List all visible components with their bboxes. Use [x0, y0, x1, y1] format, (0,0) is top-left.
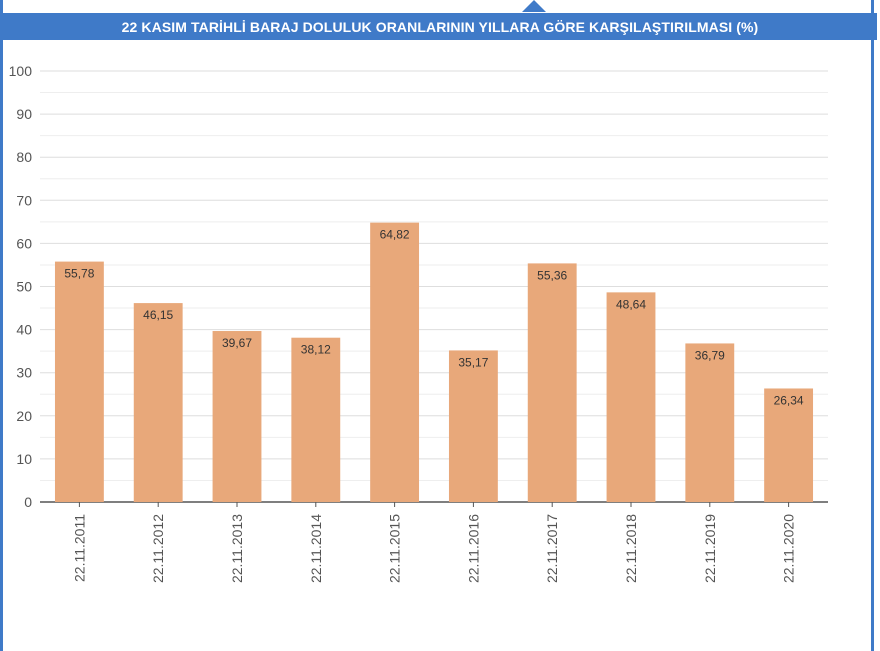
bar-value-label: 36,79	[695, 348, 725, 362]
bar[interactable]	[54, 261, 104, 502]
y-tick-label: 90	[16, 106, 32, 122]
y-axis-ticks: 0 10 20 30 40 50 60 70 80 90 100	[9, 63, 33, 510]
bar-value-label: 55,78	[64, 267, 94, 281]
bar[interactable]	[606, 292, 656, 502]
y-tick-label: 10	[16, 451, 32, 467]
panel-notch	[522, 0, 546, 12]
bar-value-label: 48,64	[616, 297, 646, 311]
bar-value-label: 35,17	[458, 355, 488, 369]
y-tick-label: 100	[9, 63, 33, 79]
bar[interactable]	[527, 263, 577, 502]
bar[interactable]	[685, 343, 735, 502]
bar[interactable]	[448, 350, 498, 502]
bars: 55,78 46,15 39,67 38,12 64,82 35,17 55,36 48,64…	[54, 222, 814, 502]
bar-value-label: 55,36	[537, 268, 567, 282]
x-tick-label: 22.11.2020	[781, 514, 797, 583]
x-tick-label: 22.11.2014	[308, 514, 324, 583]
x-tick-label: 22.11.2011	[71, 514, 87, 582]
y-tick-label: 60	[16, 235, 32, 251]
bar[interactable]	[133, 303, 183, 502]
x-axis-ticks: 22.11.2011 22.11.2012 22.11.2013 22.11.2014…	[71, 502, 797, 583]
bar-value-label: 38,12	[301, 343, 331, 357]
y-tick-label: 20	[16, 408, 32, 424]
bar-value-label: 64,82	[380, 228, 410, 242]
x-tick-label: 22.11.2015	[387, 514, 403, 583]
bar-value-label: 26,34	[774, 393, 804, 407]
y-tick-label: 40	[16, 322, 32, 338]
x-tick-label: 22.11.2013	[229, 514, 245, 583]
x-tick-label: 22.11.2019	[702, 514, 718, 583]
x-tick-label: 22.11.2016	[465, 514, 481, 583]
y-tick-label: 70	[16, 192, 32, 208]
chart-title: 22 KASIM TARİHLİ BARAJ DOLULUK ORANLARIN…	[3, 13, 877, 40]
x-tick-label: 22.11.2018	[623, 514, 639, 583]
y-tick-label: 30	[16, 365, 32, 381]
bar[interactable]	[370, 222, 420, 502]
x-tick-label: 22.11.2017	[544, 514, 560, 583]
bar[interactable]	[212, 331, 262, 502]
bar-value-label: 46,15	[143, 308, 173, 322]
bar[interactable]	[764, 388, 814, 502]
y-tick-label: 80	[16, 149, 32, 165]
y-tick-label: 0	[24, 494, 32, 510]
x-tick-label: 22.11.2012	[150, 514, 166, 583]
bar-value-label: 39,67	[222, 336, 252, 350]
bar[interactable]	[291, 337, 341, 502]
y-tick-label: 50	[16, 279, 32, 295]
